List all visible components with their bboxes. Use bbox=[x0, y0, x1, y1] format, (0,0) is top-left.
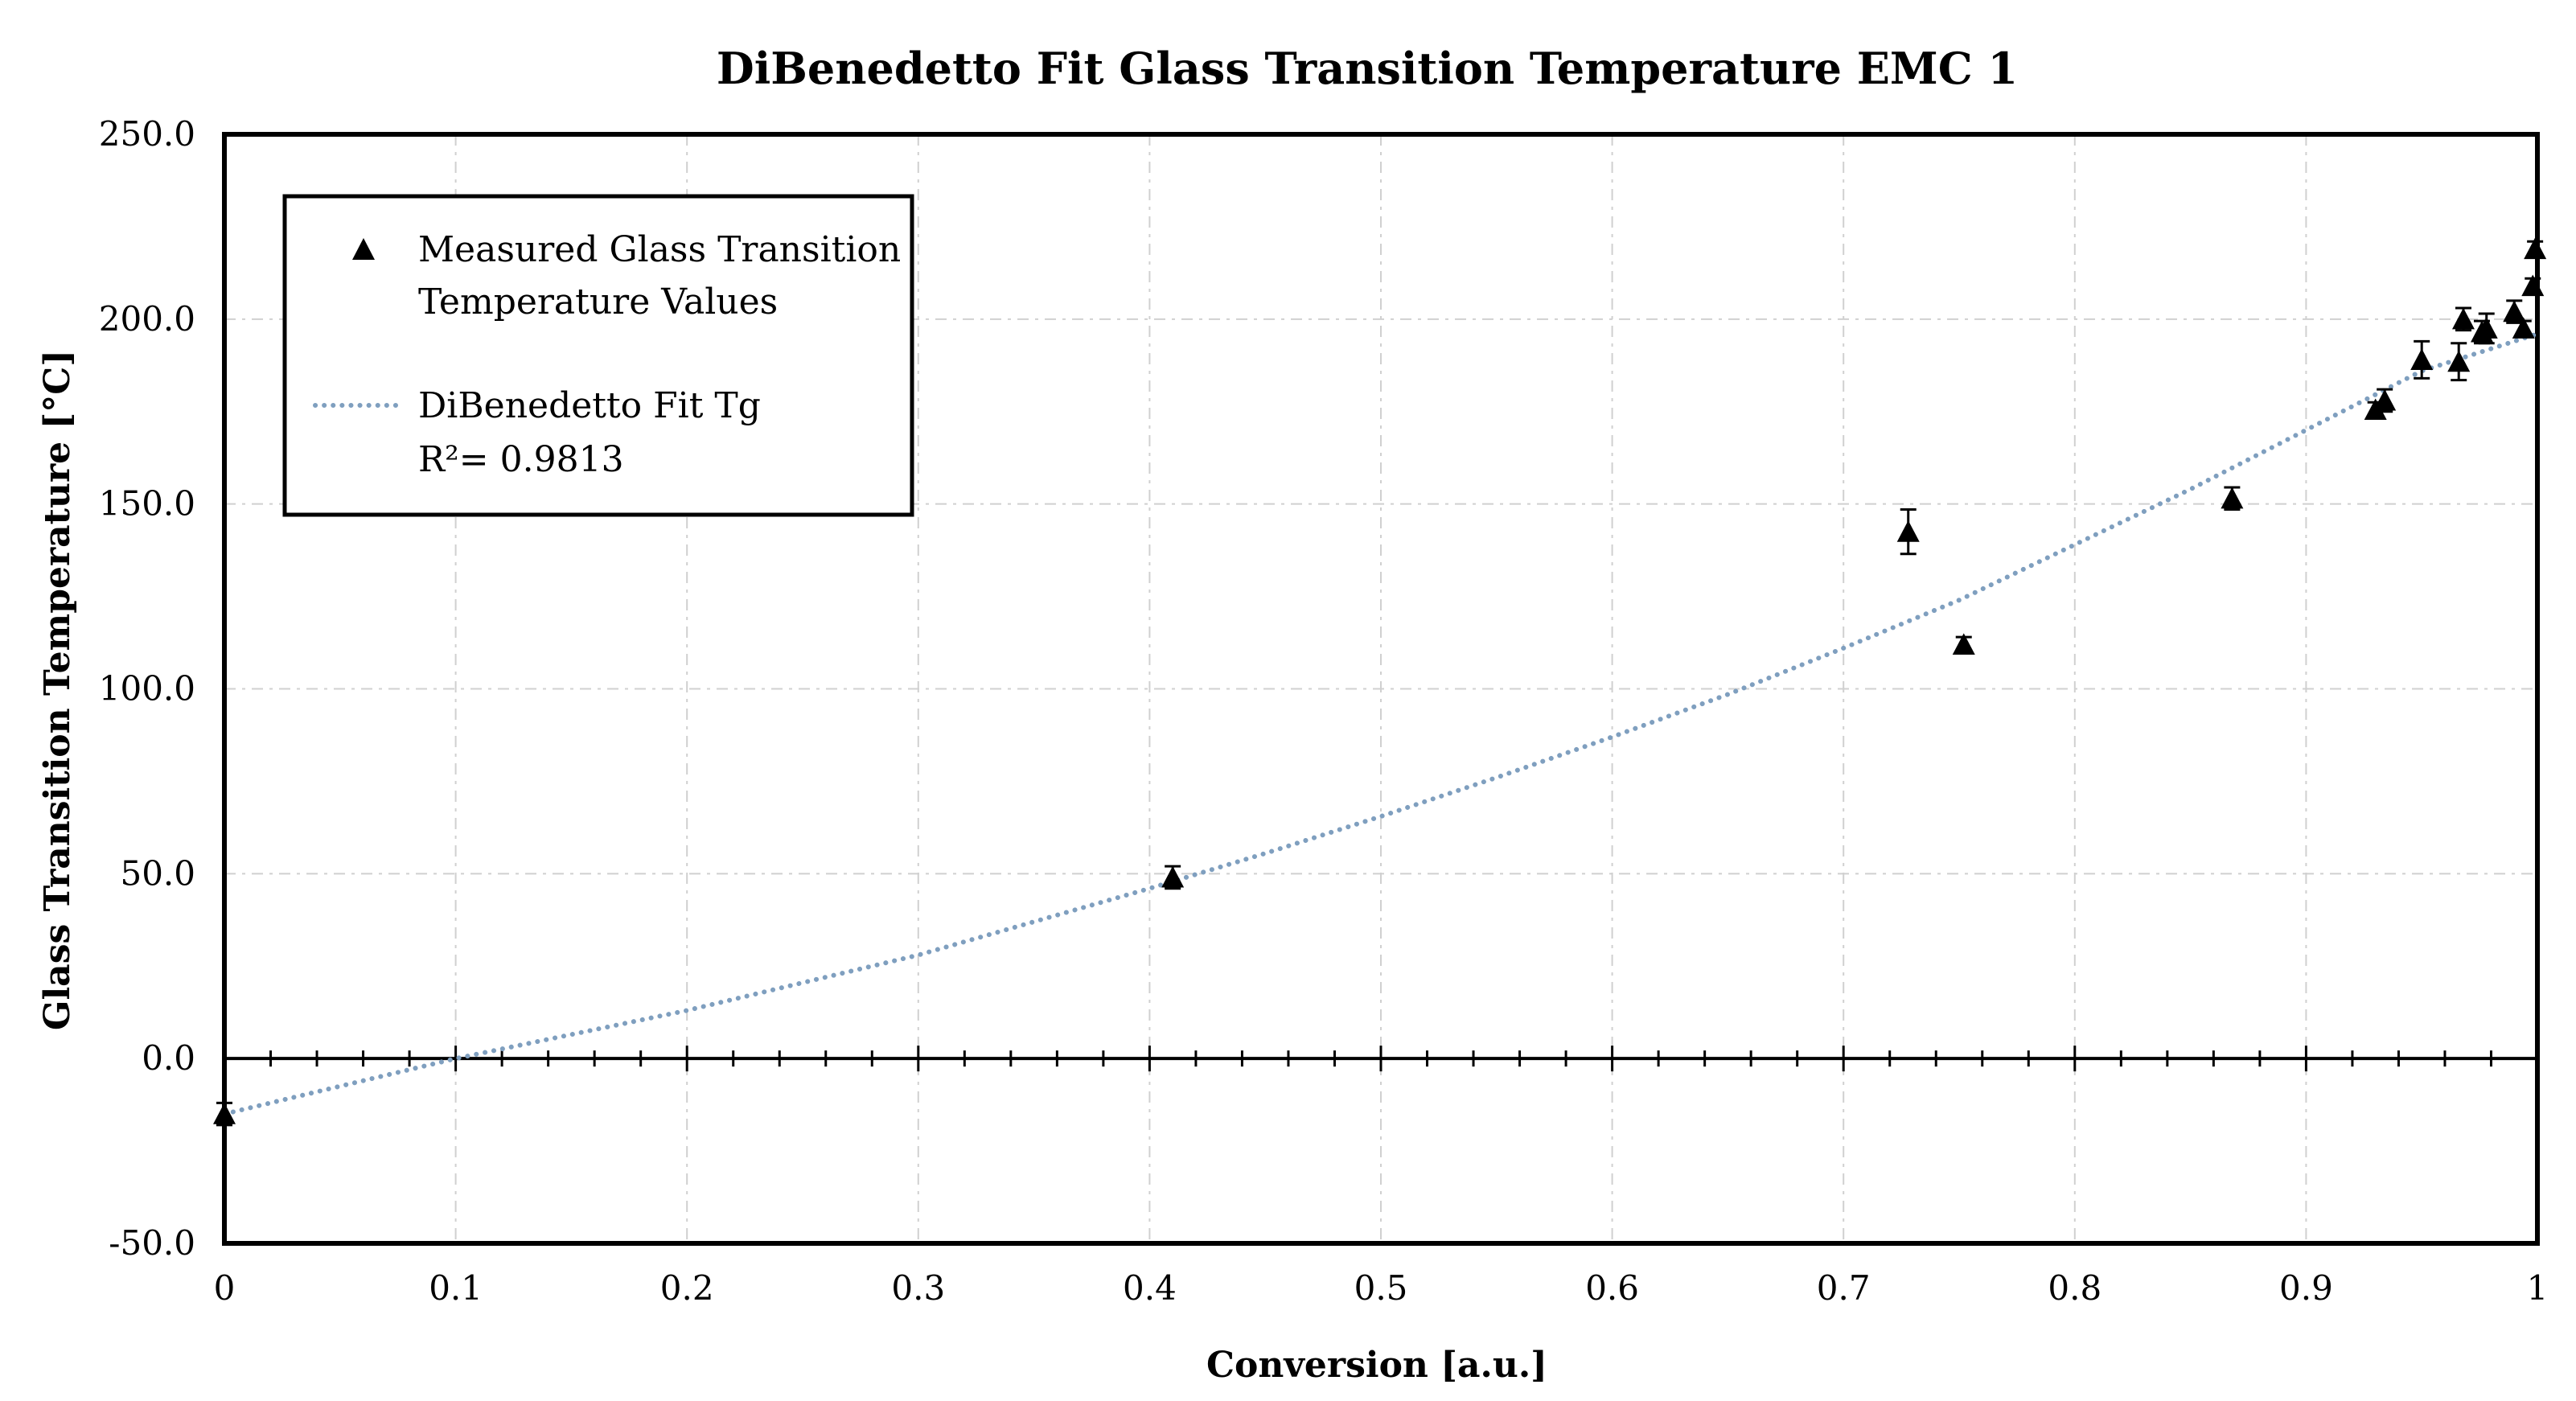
x-tick-label: 0.5 bbox=[1354, 1268, 1408, 1308]
x-tick-label: 0.7 bbox=[1817, 1268, 1871, 1308]
x-tick-label: 0 bbox=[214, 1268, 236, 1308]
x-tick-label: 0.4 bbox=[1123, 1268, 1177, 1308]
triangle-marker bbox=[2373, 388, 2397, 411]
data-point bbox=[1952, 633, 1975, 655]
plot-area-border bbox=[222, 132, 2540, 1246]
data-point bbox=[1161, 865, 1185, 890]
triangle-marker bbox=[2475, 317, 2498, 339]
triangle-marker bbox=[213, 1103, 236, 1124]
chart-title: DiBenedetto Fit Glass Transition Tempera… bbox=[717, 43, 2018, 94]
grid-lines bbox=[224, 134, 2537, 1243]
data-point bbox=[2447, 342, 2471, 382]
data-point bbox=[1896, 508, 1920, 556]
legend-triangle-marker bbox=[352, 238, 375, 260]
data-point bbox=[2451, 306, 2475, 332]
data-point bbox=[2521, 274, 2545, 297]
legend-label-fit-r-squared: R²= 0.9813 bbox=[418, 439, 624, 480]
data-point bbox=[2410, 339, 2434, 380]
data-point bbox=[2503, 299, 2526, 324]
data-point bbox=[2512, 317, 2535, 339]
triangle-marker bbox=[2447, 350, 2471, 372]
y-tick-label: 250.0 bbox=[99, 114, 195, 154]
triangle-marker bbox=[2221, 487, 2244, 509]
triangle-marker bbox=[2521, 274, 2545, 297]
triangle-marker bbox=[2524, 237, 2547, 260]
data-point bbox=[2524, 237, 2547, 260]
triangle-marker bbox=[2512, 317, 2535, 339]
x-axis-title: Conversion [a.u.] bbox=[1206, 1345, 1547, 1386]
y-tick-label: -50.0 bbox=[109, 1223, 195, 1263]
x-tick-label: 1 bbox=[2527, 1268, 2549, 1308]
legend: Measured Glass Transition Temperature Va… bbox=[282, 194, 914, 517]
y-axis-title: Glass Transition Temperature [°C] bbox=[37, 350, 78, 1030]
y-tick-label: 0.0 bbox=[142, 1038, 195, 1078]
axes bbox=[222, 132, 2540, 1246]
y-tick-label: 100.0 bbox=[99, 669, 195, 709]
triangle-marker bbox=[1952, 633, 1975, 655]
triangle-marker bbox=[2503, 300, 2526, 323]
fit-curve-layer bbox=[222, 331, 2540, 1117]
data-point bbox=[2373, 388, 2397, 413]
data-point bbox=[2221, 486, 2244, 512]
triangle-marker bbox=[2451, 307, 2475, 330]
dibenedetto-fit-curve bbox=[222, 331, 2540, 1117]
triangle-marker bbox=[1896, 520, 1920, 542]
x-tick-label: 0.6 bbox=[1585, 1268, 1639, 1308]
legend-label-fit-line1: DiBenedetto Fit Tg bbox=[418, 385, 761, 426]
legend-box bbox=[282, 194, 914, 517]
tick-labels: -50.0 0.0 50.0 100.0 150.0 200.0 250.0 0 0.1 0.2 0… bbox=[99, 114, 2549, 1308]
y-tick-label: 200.0 bbox=[99, 299, 195, 339]
triangle-marker bbox=[1161, 865, 1185, 888]
x-tick-label: 0.2 bbox=[660, 1268, 714, 1308]
x-tick-label: 0.8 bbox=[2048, 1268, 2101, 1308]
x-tick-label: 0.3 bbox=[891, 1268, 945, 1308]
data-point bbox=[213, 1101, 236, 1127]
data-point bbox=[2475, 312, 2498, 345]
y-tick-label: 50.0 bbox=[120, 853, 195, 893]
triangle-marker bbox=[2410, 348, 2434, 370]
legend-label-measured-line1: Measured Glass Transition bbox=[418, 229, 901, 270]
x-tick-label: 0.9 bbox=[2279, 1268, 2333, 1308]
x-tick-label: 0.1 bbox=[429, 1268, 483, 1308]
data-points-layer bbox=[213, 237, 2547, 1127]
y-tick-label: 150.0 bbox=[99, 484, 195, 524]
legend-label-measured-line2: Temperature Values bbox=[418, 281, 778, 323]
